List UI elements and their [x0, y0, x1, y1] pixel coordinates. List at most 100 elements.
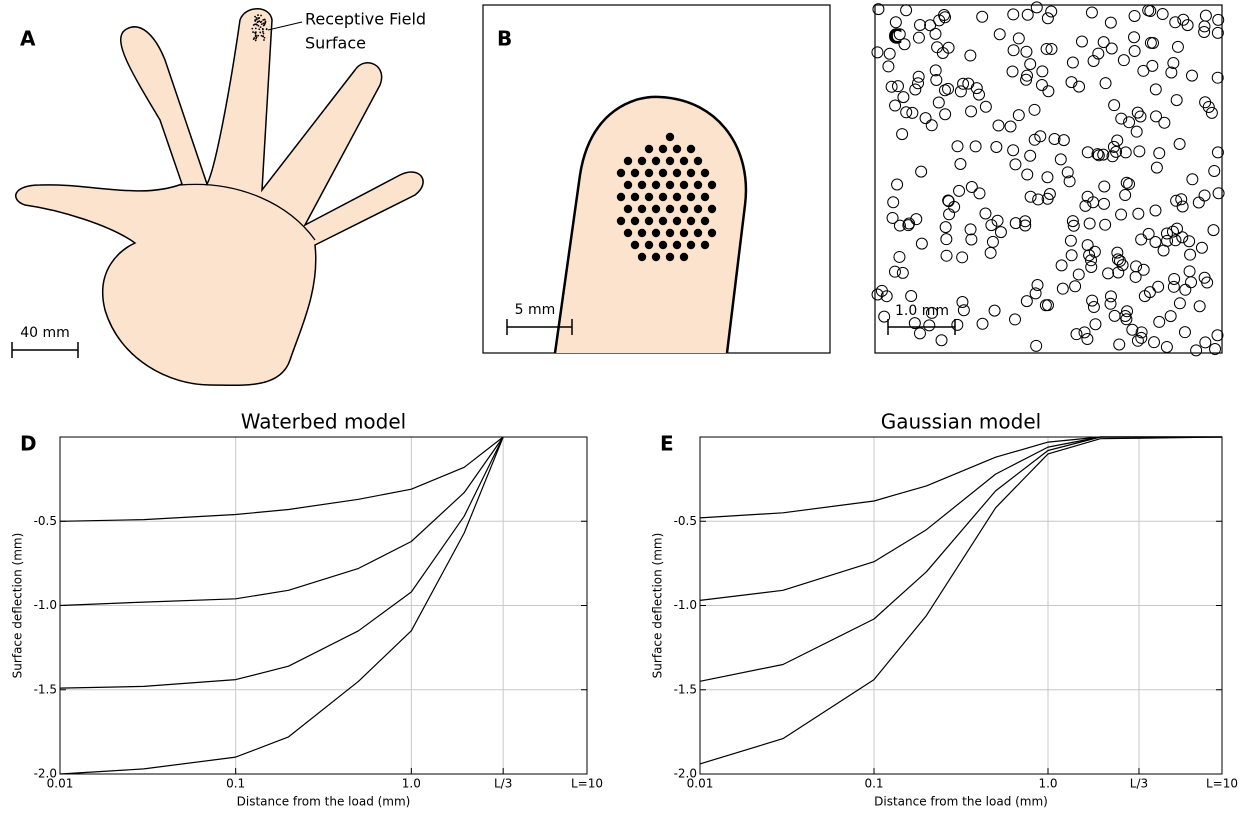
dot	[645, 217, 653, 225]
x-tick-label: L=10	[1206, 777, 1238, 791]
x-tick-label: 0.1	[864, 777, 883, 791]
dot	[256, 19, 258, 21]
dot	[638, 229, 646, 237]
panel-b: B 5 mm	[483, 5, 830, 353]
dot	[263, 39, 265, 41]
x-axis-label: Distance from the load (mm)	[237, 795, 411, 809]
panel-label: E	[660, 432, 674, 456]
x-tick-label: 1.0	[1038, 777, 1057, 791]
chart-title: Gaussian model	[881, 410, 1041, 434]
dot	[652, 181, 660, 189]
x-tick-label: L/3	[494, 777, 512, 791]
dot	[265, 21, 267, 23]
scale-bar-label: 5 mm	[515, 302, 556, 318]
dot	[262, 35, 264, 37]
x-tick-label: 0.1	[226, 777, 245, 791]
dot	[631, 217, 639, 225]
dot	[262, 19, 264, 21]
y-tick-label: -0.5	[34, 514, 57, 528]
dot	[258, 20, 260, 22]
scale-bar-label: 40 mm	[20, 325, 70, 341]
dot	[687, 241, 695, 249]
dot	[659, 217, 667, 225]
dot	[617, 217, 625, 225]
chart: 0.010.11.0L/3L=10-2.0-1.5-1.0-0.5Gaussia…	[651, 410, 1239, 809]
dot	[261, 35, 263, 37]
panel-label: C	[888, 25, 903, 49]
annotation: Receptive Field	[305, 10, 426, 29]
dot	[256, 36, 258, 38]
dot	[261, 23, 263, 25]
dot	[260, 15, 262, 17]
dot	[253, 38, 255, 40]
x-tick-label: L/3	[1130, 777, 1148, 791]
dot	[708, 205, 716, 213]
y-tick-label: -0.5	[674, 514, 697, 528]
dot	[673, 217, 681, 225]
dot	[255, 28, 257, 30]
dot	[252, 31, 254, 33]
dot	[680, 181, 688, 189]
panel-c: C 1.0 mm	[872, 2, 1224, 356]
x-axis-label: Distance from the load (mm)	[874, 795, 1048, 809]
dot	[631, 193, 639, 201]
dot	[666, 181, 674, 189]
scale-bar	[12, 342, 78, 358]
dot	[659, 169, 667, 177]
dot	[708, 181, 716, 189]
dot	[255, 33, 257, 35]
dot	[694, 229, 702, 237]
dot	[673, 145, 681, 153]
dot	[694, 205, 702, 213]
y-tick-label: -2.0	[34, 767, 57, 781]
panel-a: A Receptive Field Surface 40 mm	[12, 9, 426, 386]
dot	[673, 241, 681, 249]
dot	[673, 193, 681, 201]
dot	[659, 193, 667, 201]
dot	[680, 229, 688, 237]
dot	[645, 241, 653, 249]
dot	[263, 22, 265, 24]
dot	[687, 145, 695, 153]
dot	[254, 16, 256, 18]
dot	[624, 181, 632, 189]
y-axis-label: Surface deflection (mm)	[11, 533, 25, 679]
x-tick-label: L=10	[571, 777, 603, 791]
dot	[624, 157, 632, 165]
dot	[659, 145, 667, 153]
dot	[645, 145, 653, 153]
dot	[258, 18, 260, 20]
dot	[652, 157, 660, 165]
dot	[638, 157, 646, 165]
y-tick-label: -2.0	[674, 767, 697, 781]
page: A Receptive Field Surface 40 mm B 5 mm C…	[0, 0, 1255, 817]
dot	[624, 229, 632, 237]
dot	[257, 14, 259, 16]
dot	[652, 229, 660, 237]
dot	[680, 157, 688, 165]
y-tick-label: -1.5	[34, 682, 57, 696]
dot	[263, 33, 265, 35]
dot	[264, 37, 266, 39]
dot	[264, 19, 266, 21]
dot	[645, 193, 653, 201]
panel-label: B	[497, 27, 512, 51]
dot	[652, 205, 660, 213]
dot	[260, 26, 262, 28]
dot	[638, 205, 646, 213]
dot	[261, 21, 263, 23]
annotation-arrow	[268, 22, 302, 30]
scale-bar-label: 1.0 mm	[895, 303, 949, 319]
dot	[666, 205, 674, 213]
dot	[701, 241, 709, 249]
dot	[255, 40, 257, 42]
dot	[251, 28, 253, 30]
dot	[659, 241, 667, 249]
x-tick-label: 1.0	[402, 777, 421, 791]
y-tick-label: -1.0	[34, 598, 57, 612]
dot	[255, 23, 257, 25]
dot	[631, 241, 639, 249]
dot	[701, 169, 709, 177]
chart: 0.010.11.0L/3L=10-2.0-1.5-1.0-0.5Waterbe…	[11, 410, 604, 809]
y-axis-label: Surface deflection (mm)	[651, 533, 665, 679]
